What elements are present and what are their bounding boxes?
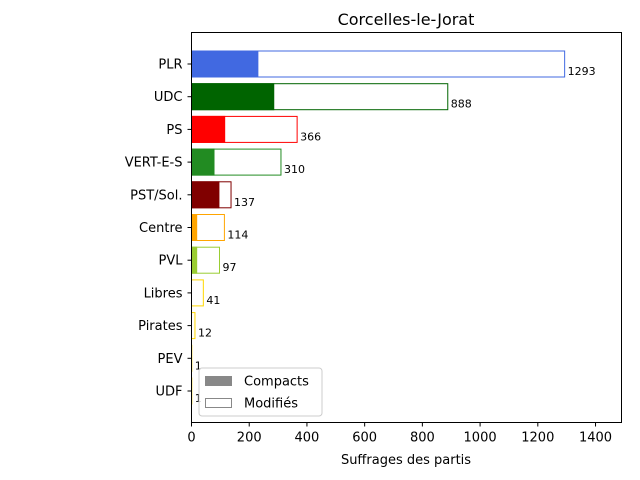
- bar-compacts-pst-sol: [191, 181, 220, 209]
- y-tick-label-ps: PS: [166, 123, 182, 138]
- x-tick-label-600: 600: [352, 431, 377, 446]
- x-tick-label-800: 800: [410, 431, 435, 446]
- value-label-pst-sol: 137: [234, 196, 255, 209]
- x-tick-label-200: 200: [237, 431, 262, 446]
- y-tick-label-pev: PEV: [158, 352, 183, 367]
- bar-compacts-ps: [191, 115, 226, 143]
- bar-compacts-plr: [191, 50, 259, 78]
- value-label-libres: 41: [206, 294, 220, 307]
- y-tick-label-udc: UDC: [154, 90, 183, 105]
- y-tick-label-pirates: Pirates: [138, 319, 183, 334]
- value-label-udc: 888: [451, 98, 472, 111]
- bar-total-pirates: [191, 312, 196, 340]
- x-tick-label-400: 400: [295, 431, 320, 446]
- y-tick-label-libres: Libres: [144, 286, 183, 301]
- legend-label-compacts: Compacts: [244, 375, 309, 390]
- legend-swatch-compacts: [205, 376, 232, 386]
- legend-label-modifies: Modifiés: [244, 397, 298, 412]
- y-axis: PLR UDC PS VERT-E-S PST/Sol. Centre PVL Libres P…: [125, 58, 192, 400]
- x-tick-label-1400: 1400: [579, 431, 612, 446]
- value-label-pirates: 12: [198, 327, 212, 340]
- value-label-plr: 1293: [568, 65, 596, 78]
- value-label-udf: 1: [195, 392, 202, 405]
- legend-swatch-modifies: [205, 398, 232, 408]
- value-label-centre: 114: [227, 229, 248, 242]
- bar-compacts-vert-e-s: [191, 148, 215, 176]
- value-label-ps: 366: [300, 130, 321, 143]
- y-tick-label-udf: UDF: [155, 385, 182, 400]
- value-labels-layer: 1293 888 366 310 137 114 97 41 12 1 1: [195, 65, 596, 405]
- y-tick-label-pst-sol: PST/Sol.: [130, 188, 182, 203]
- x-axis: 0 200 400 600 800 1000 1200 1400: [187, 422, 612, 446]
- x-tick-label-1200: 1200: [521, 431, 554, 446]
- y-tick-label-centre: Centre: [139, 221, 182, 236]
- chart-title: Corcelles-le-Jorat: [338, 10, 475, 29]
- legend: Compacts Modifiés: [198, 367, 323, 417]
- y-tick-label-pvl: PVL: [159, 254, 184, 269]
- value-label-vert-e-s: 310: [284, 163, 305, 176]
- y-tick-label-plr: PLR: [158, 58, 182, 73]
- x-tick-label-1000: 1000: [464, 431, 497, 446]
- bar-compacts-centre: [191, 214, 198, 241]
- bar-compacts-pvl: [191, 246, 198, 274]
- value-label-pvl: 97: [222, 261, 236, 274]
- x-tick-label-0: 0: [187, 431, 195, 446]
- y-tick-label-vert-e-s: VERT-E-S: [125, 156, 183, 171]
- bars-layer: [191, 50, 566, 405]
- x-axis-label: Suffrages des partis: [341, 453, 471, 468]
- bar-total-libres: [191, 279, 204, 307]
- bar-compacts-udc: [191, 83, 275, 111]
- value-label-pev: 1: [195, 359, 202, 372]
